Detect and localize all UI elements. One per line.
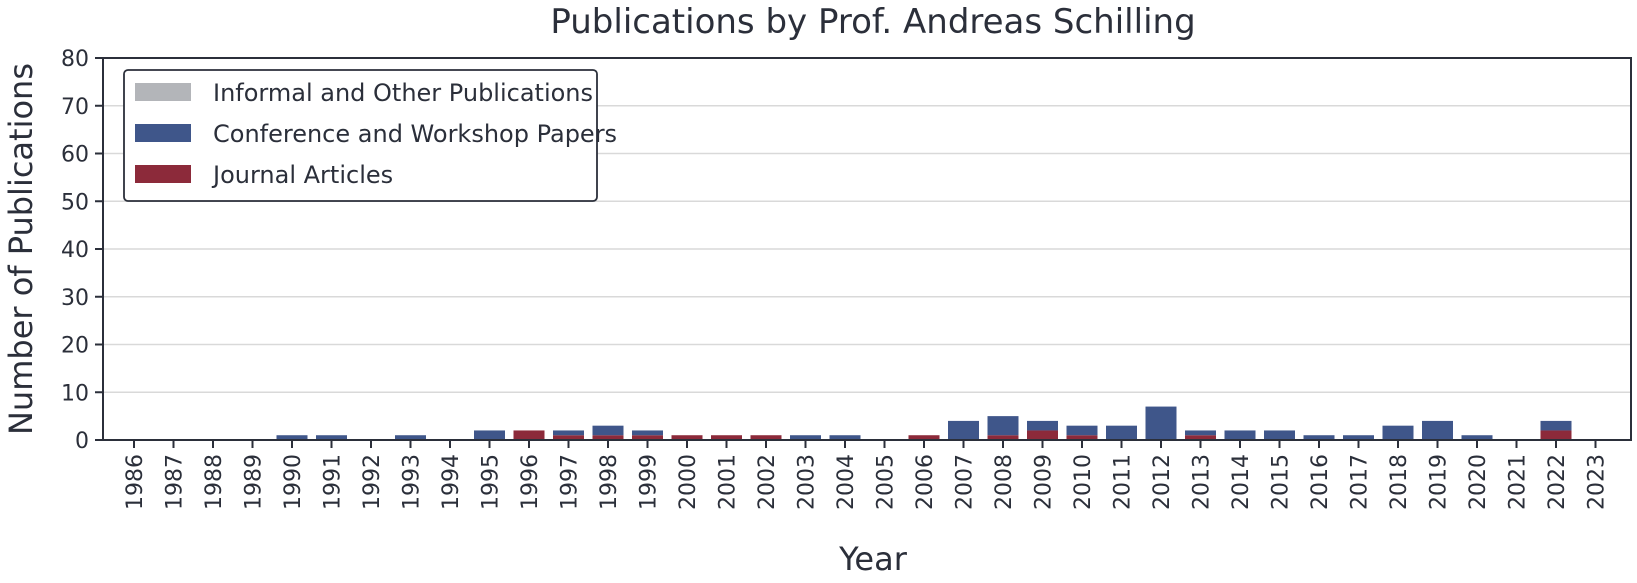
- x-tick-label: 2019: [1427, 454, 1452, 510]
- legend-label-informal-and-other-publications: Informal and Other Publications: [213, 79, 593, 107]
- x-tick-label: 2006: [913, 454, 938, 510]
- bar-journal-articles-2013: [1185, 435, 1216, 440]
- y-axis-label: Number of Publications: [2, 63, 40, 435]
- y-tick-label: 80: [61, 47, 89, 72]
- bar-conference-and-workshop-papers-2014: [1224, 430, 1256, 440]
- bar-conference-and-workshop-papers-2013: [1185, 430, 1216, 436]
- bar-conference-and-workshop-papers-2004: [829, 435, 861, 440]
- x-tick-label: 2014: [1229, 454, 1254, 510]
- x-tick-label: 1990: [281, 454, 306, 510]
- x-tick-label: 2022: [1545, 454, 1570, 510]
- bar-conference-and-workshop-papers-2010: [1066, 425, 1098, 436]
- x-tick-label: 2012: [1150, 454, 1175, 510]
- y-tick-label: 50: [61, 190, 89, 215]
- y-axis: 0 10 20 30 40 50 60 70 80: [61, 47, 103, 454]
- x-tick-label: 2000: [676, 454, 701, 510]
- bar-journal-articles-2008: [987, 435, 1019, 440]
- x-tick-label: 2001: [716, 454, 741, 510]
- bar-journal-articles-2000: [671, 435, 703, 440]
- bar-journal-articles-2006: [908, 435, 940, 440]
- bar-conference-and-workshop-papers-2007: [948, 420, 979, 440]
- bar-journal-articles-2002: [750, 435, 782, 440]
- bar-conference-and-workshop-papers-1999: [632, 430, 663, 436]
- legend: Informal and Other Publications Conferenc…: [123, 69, 617, 202]
- x-tick-label: 2003: [795, 454, 820, 510]
- x-tick-label: 1991: [321, 454, 346, 510]
- bar-conference-and-workshop-papers-2020: [1461, 435, 1493, 440]
- x-tick-label: 2021: [1506, 454, 1531, 510]
- bar-conference-and-workshop-papers-1990: [276, 435, 308, 440]
- x-tick-label: 1994: [439, 454, 464, 510]
- x-tick-label: 2015: [1269, 454, 1294, 510]
- bar-conference-and-workshop-papers-2008: [987, 416, 1019, 436]
- x-tick-label: 2023: [1585, 454, 1610, 510]
- x-tick-label: 2005: [874, 454, 899, 510]
- bar-journal-articles-1997: [553, 435, 584, 440]
- bar-journal-articles-2010: [1066, 435, 1098, 440]
- bar-conference-and-workshop-papers-2003: [790, 435, 821, 440]
- bar-conference-and-workshop-papers-1993: [395, 435, 426, 440]
- chart-title: Publications by Prof. Andreas Schilling: [550, 2, 1195, 42]
- legend-box: [123, 69, 598, 202]
- legend-swatch-conference-and-workshop-papers: [135, 124, 191, 142]
- bars: [276, 406, 1572, 440]
- bar-journal-articles-2009: [1027, 430, 1058, 440]
- x-tick-label: 2011: [1111, 454, 1136, 510]
- x-tick-label: 2017: [1348, 454, 1373, 510]
- bar-journal-articles-2001: [711, 435, 742, 440]
- y-tick-label: 70: [61, 95, 89, 120]
- legend-swatch-journal-articles: [135, 165, 191, 183]
- bar-journal-articles-1999: [632, 435, 663, 440]
- x-tick-label: 1995: [479, 454, 504, 510]
- bar-conference-and-workshop-papers-2022: [1540, 420, 1572, 431]
- legend-swatch-informal-and-other-publications: [135, 83, 191, 101]
- x-tick-label: 1999: [637, 454, 662, 510]
- x-tick-label: 1997: [558, 454, 583, 510]
- legend-label-conference-and-workshop-papers: Conference and Workshop Papers: [213, 120, 617, 148]
- bar-conference-and-workshop-papers-2017: [1343, 435, 1374, 440]
- bar-conference-and-workshop-papers-2019: [1422, 420, 1453, 440]
- x-tick-label: 2013: [1190, 454, 1215, 510]
- y-tick-label: 10: [61, 381, 89, 406]
- x-tick-label: 2008: [992, 454, 1017, 510]
- bar-journal-articles-2022: [1540, 430, 1572, 440]
- y-tick-label: 0: [75, 429, 89, 454]
- x-tick-label: 2018: [1387, 454, 1412, 510]
- x-axis-label: Year: [838, 540, 908, 578]
- bar-journal-articles-1996: [513, 430, 545, 440]
- bar-conference-and-workshop-papers-1998: [592, 425, 624, 436]
- bar-conference-and-workshop-papers-2018: [1382, 425, 1414, 440]
- bar-conference-and-workshop-papers-2011: [1106, 425, 1137, 440]
- bar-journal-articles-1998: [592, 435, 624, 440]
- x-tick-label: 2016: [1308, 454, 1333, 510]
- x-tick-label: 2010: [1071, 454, 1096, 510]
- x-tick-label: 2007: [953, 454, 978, 510]
- bar-conference-and-workshop-papers-2009: [1027, 420, 1058, 431]
- bar-conference-and-workshop-papers-2015: [1264, 430, 1295, 440]
- bar-conference-and-workshop-papers-1991: [316, 435, 347, 440]
- bar-conference-and-workshop-papers-2012: [1145, 406, 1177, 440]
- bar-conference-and-workshop-papers-1995: [474, 430, 505, 440]
- x-tick-label: 2004: [834, 454, 859, 510]
- x-tick-label: 2009: [1032, 454, 1057, 510]
- x-tick-label: 1987: [163, 454, 188, 510]
- bar-conference-and-workshop-papers-2016: [1303, 435, 1335, 440]
- bar-conference-and-workshop-papers-1997: [553, 430, 584, 436]
- x-tick-label: 1993: [400, 454, 425, 510]
- x-tick-label: 1998: [597, 454, 622, 510]
- y-tick-label: 40: [61, 238, 89, 263]
- x-tick-label: 1988: [202, 454, 227, 510]
- x-tick-label: 1989: [242, 454, 267, 510]
- legend-label-journal-articles: Journal Articles: [211, 161, 393, 189]
- x-tick-label: 2020: [1466, 454, 1491, 510]
- y-tick-label: 20: [61, 334, 89, 359]
- x-axis: 1986 1987 1988 1989 1990 1991 1992 1993 1994 1995…: [123, 440, 1610, 510]
- y-tick-label: 30: [61, 286, 89, 311]
- x-tick-label: 1996: [518, 454, 543, 510]
- x-tick-label: 1992: [360, 454, 385, 510]
- x-tick-label: 1986: [123, 454, 148, 510]
- y-tick-label: 60: [61, 143, 89, 168]
- x-tick-label: 2002: [755, 454, 780, 510]
